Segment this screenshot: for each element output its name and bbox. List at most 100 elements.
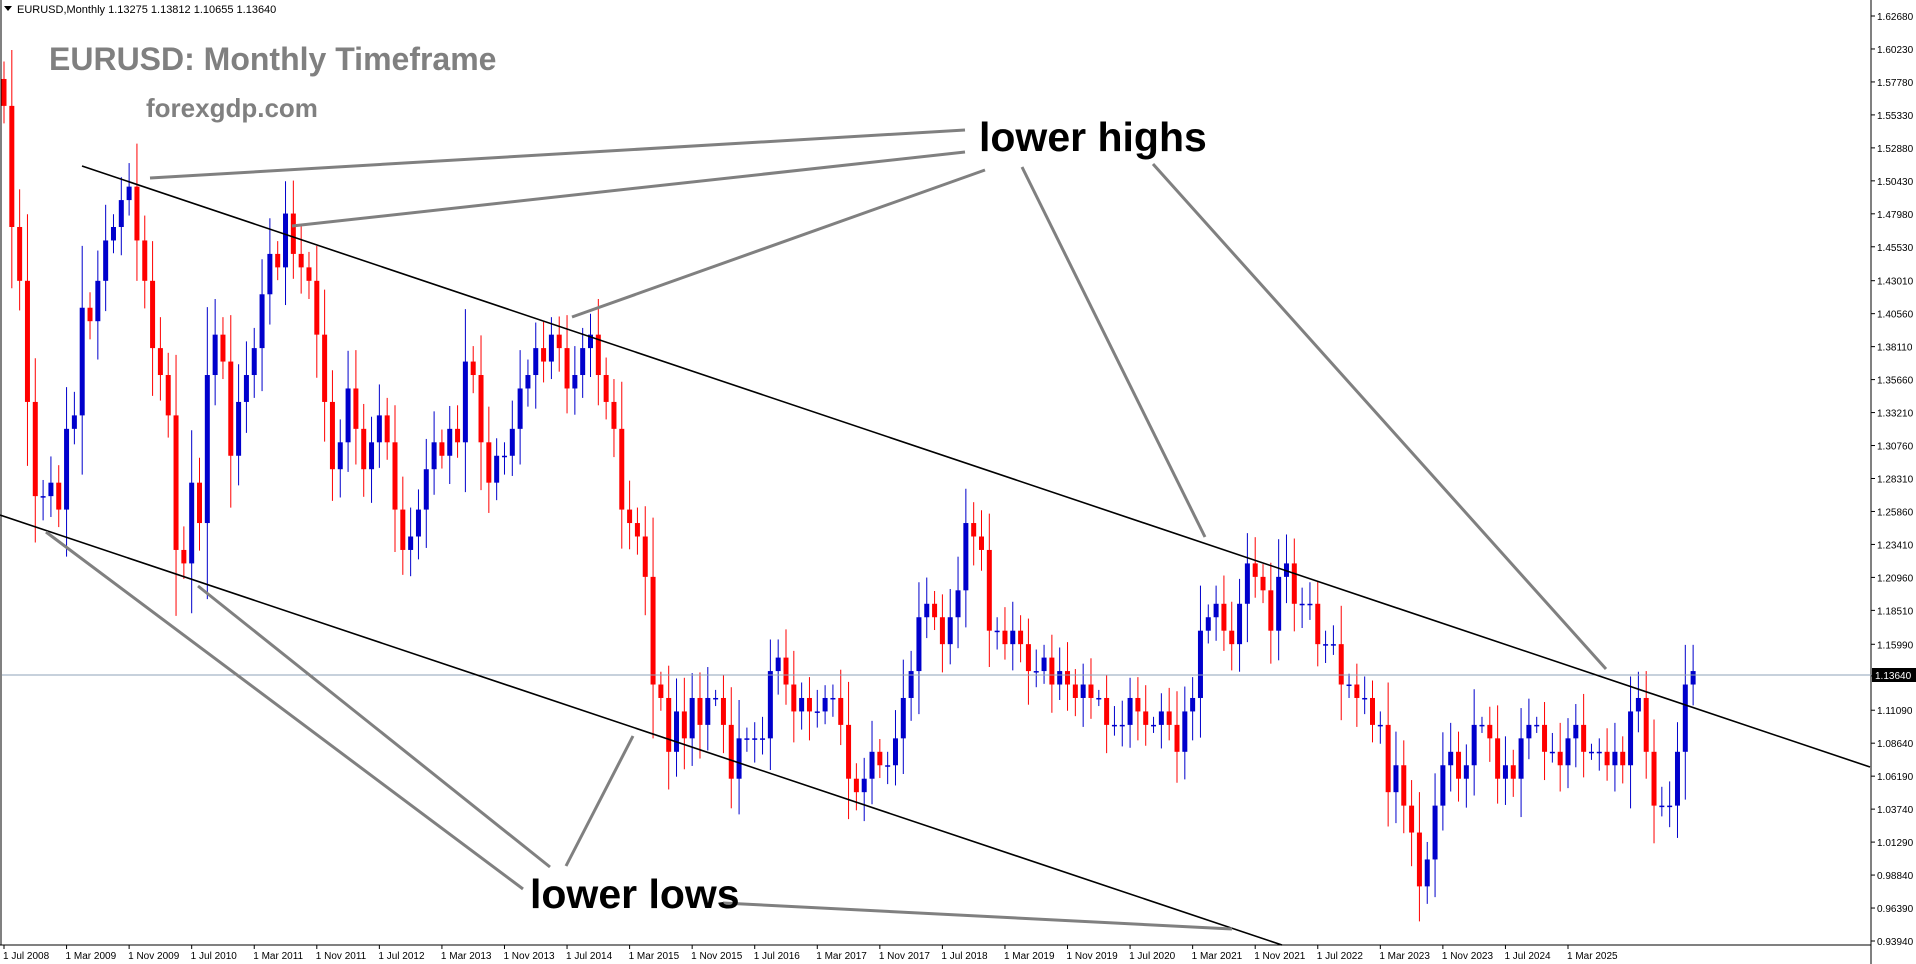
pointer-low-1: [45, 530, 524, 891]
y-tick-label: 1.50430: [1877, 177, 1914, 188]
candle-bear: [1166, 711, 1172, 725]
x-tick-label: 1 Mar 2013: [441, 951, 492, 962]
candle-bull: [126, 186, 132, 201]
candle-bear: [290, 213, 296, 254]
y-tick-label: 1.35660: [1877, 376, 1914, 387]
candle-bull: [1471, 724, 1477, 766]
symbol-info: EURUSD,Monthly 1.13275 1.13812 1.10655 1…: [17, 4, 276, 16]
pointer-high-5: [1151, 162, 1608, 671]
y-tick-label: 0.98840: [1877, 871, 1914, 882]
candle-bull: [236, 401, 242, 456]
chart-menu-triangle-icon[interactable]: [4, 6, 12, 11]
candle-bear: [1143, 711, 1149, 725]
candle-bull: [345, 388, 351, 443]
candle-bull: [994, 630, 1000, 633]
candle-bull: [760, 738, 766, 740]
upper-trendline: [81, 165, 1871, 768]
candle-bear: [1557, 751, 1563, 766]
candle-bull: [861, 778, 867, 793]
pointer-high-1: [149, 128, 966, 180]
candle-bull: [1573, 724, 1579, 739]
candle-bull: [110, 226, 116, 241]
y-tick-label: 0.93940: [1877, 937, 1914, 948]
current-price-label: 1.13640: [1875, 671, 1912, 682]
candle-bull: [908, 671, 914, 698]
candle-bull: [767, 671, 773, 739]
candle-bear: [603, 375, 609, 402]
candle-bear: [697, 697, 703, 725]
y-tick-label: 0.96390: [1877, 904, 1914, 915]
candle-bear: [173, 415, 179, 550]
candle-bear: [1510, 765, 1516, 779]
pointer-high-4: [1020, 166, 1207, 538]
candle-bull: [1213, 603, 1219, 618]
candle-bull: [212, 334, 218, 376]
y-tick-label: 1.62680: [1877, 12, 1914, 23]
candle-bull: [447, 428, 453, 456]
candle-bear: [681, 711, 687, 739]
candle-bull: [243, 375, 249, 402]
candle-bull: [1119, 724, 1125, 727]
candle-bear: [400, 509, 406, 550]
candle-bear: [642, 536, 648, 577]
candle-bear: [329, 401, 335, 470]
candle-bull: [1612, 751, 1618, 766]
candle-bull: [1190, 697, 1196, 712]
candle-bear: [650, 576, 656, 685]
candle-bull: [744, 738, 750, 740]
candle-bull: [1041, 657, 1047, 672]
y-tick-label: 1.11090: [1877, 706, 1913, 717]
candle-bear: [455, 428, 461, 443]
candle-bull: [1518, 738, 1524, 779]
candle-bull: [1377, 724, 1383, 727]
y-tick-label: 1.30760: [1877, 442, 1914, 453]
candle-bear: [1620, 751, 1626, 766]
candle-bull: [752, 738, 758, 740]
x-tick-label: 1 Mar 2009: [66, 951, 117, 962]
candle-bull: [1628, 711, 1634, 766]
lower-lows-pointers: [45, 530, 1233, 931]
candles: [1, 50, 1696, 922]
candle-bear: [197, 482, 202, 524]
candle-bull: [1307, 603, 1313, 606]
candle-bull: [1659, 805, 1665, 808]
current-price-box: [1872, 668, 1916, 682]
candle-bear: [1104, 697, 1110, 725]
y-tick-label: 1.06190: [1877, 772, 1914, 783]
candle-bull: [1424, 859, 1430, 887]
candle-bear: [1260, 576, 1266, 591]
candle-bull: [337, 442, 343, 470]
candle-bull: [580, 348, 586, 376]
candle-bear: [1315, 603, 1321, 645]
candle-bull: [1565, 738, 1571, 766]
candle-bull: [588, 334, 593, 349]
candle-bull: [1330, 644, 1336, 646]
candle-bear: [1581, 724, 1587, 752]
candle-bull: [736, 738, 742, 779]
candle-bear: [1604, 751, 1610, 766]
y-tick-label: 1.01290: [1877, 838, 1914, 849]
candle-bear: [806, 697, 812, 712]
candle-bear: [1291, 563, 1297, 604]
candle-bull: [525, 375, 531, 389]
candle-bull: [1667, 805, 1673, 808]
candle-bull: [924, 603, 930, 618]
candle-bear: [353, 388, 359, 429]
candle-bull: [462, 361, 468, 443]
candle-bear: [150, 280, 156, 349]
candle-bull: [947, 617, 953, 645]
candle-bear: [1542, 724, 1548, 752]
candle-bear: [1409, 805, 1415, 833]
candle-bull: [48, 482, 54, 497]
candle-bull: [376, 415, 382, 443]
candle-bull: [494, 455, 500, 483]
candle-bear: [1229, 630, 1235, 645]
candle-bear: [478, 375, 484, 443]
y-tick-label: 1.52880: [1877, 144, 1914, 155]
candle-bull: [1635, 697, 1641, 712]
candle-bull: [533, 348, 539, 376]
x-tick-label: 1 Jul 2018: [941, 951, 988, 962]
candle-bull: [1690, 671, 1696, 685]
